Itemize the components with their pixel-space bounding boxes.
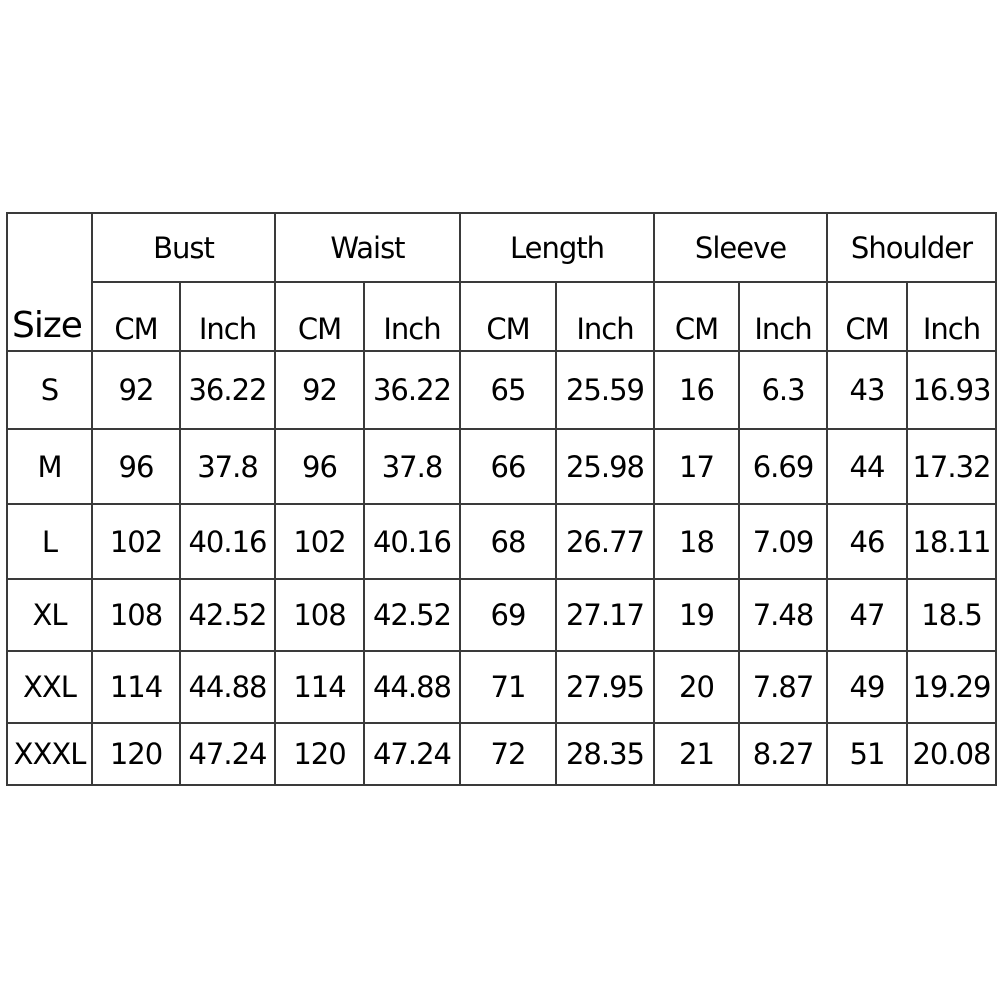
table-cell: 18.5	[906, 578, 997, 652]
table-cell: 16.93	[906, 350, 997, 430]
table-cell: 102	[274, 503, 365, 580]
table-cell: 6.3	[738, 350, 828, 430]
table-cell: 42.52	[179, 578, 276, 652]
table-row: XXL 114 44.88 114 44.88 71 27.95 20 7.87 49 19.29	[6, 650, 997, 724]
table-cell: 44	[826, 428, 908, 505]
table-cell: 96	[91, 428, 181, 505]
table-cell: 47.24	[179, 722, 276, 786]
table-cell: 28.35	[555, 722, 655, 786]
table-cell: 7.87	[738, 650, 828, 724]
table-cell: 27.95	[555, 650, 655, 724]
table-cell: 66	[459, 428, 557, 505]
table-cell: 25.59	[555, 350, 655, 430]
unit-header-inch: Inch	[179, 281, 276, 352]
table-cell: 26.77	[555, 503, 655, 580]
table-cell: 96	[274, 428, 365, 505]
table-cell: 114	[274, 650, 365, 724]
table-cell: 27.17	[555, 578, 655, 652]
table-cell: 8.27	[738, 722, 828, 786]
table-cell: 19.29	[906, 650, 997, 724]
table-cell: 46	[826, 503, 908, 580]
size-chart-table: Size Bust Waist Length Sleeve Shoulder CM Inch C…	[6, 212, 997, 786]
group-header-bust: Bust	[91, 212, 276, 283]
table-cell: 17	[653, 428, 740, 505]
table-cell: 72	[459, 722, 557, 786]
size-label: XL	[6, 578, 93, 652]
unit-header-cm: CM	[274, 281, 365, 352]
table-cell: 18	[653, 503, 740, 580]
table-row: L 102 40.16 102 40.16 68 26.77 18 7.09 46 18.11	[6, 503, 997, 580]
size-label: L	[6, 503, 93, 580]
table-cell: 21	[653, 722, 740, 786]
table-cell: 44.88	[179, 650, 276, 724]
table-cell: 25.98	[555, 428, 655, 505]
table-cell: 17.32	[906, 428, 997, 505]
table-cell: 68	[459, 503, 557, 580]
table-cell: 92	[91, 350, 181, 430]
group-header-waist: Waist	[274, 212, 461, 283]
table-cell: 49	[826, 650, 908, 724]
table-cell: 6.69	[738, 428, 828, 505]
table-cell: 51	[826, 722, 908, 786]
table-cell: 44.88	[363, 650, 461, 724]
table-cell: 47.24	[363, 722, 461, 786]
table-cell: 40.16	[363, 503, 461, 580]
table-cell: 36.22	[363, 350, 461, 430]
table-cell: 7.09	[738, 503, 828, 580]
table-cell: 37.8	[179, 428, 276, 505]
header-row-groups: Size Bust Waist Length Sleeve Shoulder	[6, 212, 997, 352]
table-cell: 92	[274, 350, 365, 430]
unit-header-cm: CM	[459, 281, 557, 352]
table-cell: 18.11	[906, 503, 997, 580]
table-cell: 43	[826, 350, 908, 430]
size-column-header: Size	[6, 212, 93, 352]
table-cell: 114	[91, 650, 181, 724]
table-row: XXXL 120 47.24 120 47.24 72 28.35 21 8.27 51 20.08	[6, 722, 997, 786]
table-cell: 36.22	[179, 350, 276, 430]
table-row: S 92 36.22 92 36.22 65 25.59 16 6.3 43 16.93	[6, 350, 997, 430]
header-row-units: CM Inch CM Inch CM Inch CM Inch CM Inch	[7, 281, 997, 352]
size-label: M	[6, 428, 93, 505]
group-header-sleeve: Sleeve	[653, 212, 828, 283]
table-cell: 40.16	[179, 503, 276, 580]
table-cell: 71	[459, 650, 557, 724]
unit-header-cm: CM	[653, 281, 740, 352]
table-cell: 42.52	[363, 578, 461, 652]
table-cell: 47	[826, 578, 908, 652]
table-cell: 65	[459, 350, 557, 430]
unit-header-inch: Inch	[738, 281, 828, 352]
table-cell: 108	[274, 578, 365, 652]
unit-header-inch: Inch	[555, 281, 655, 352]
table-row: XL 108 42.52 108 42.52 69 27.17 19 7.48 47 18.5	[6, 578, 997, 652]
table-cell: 37.8	[363, 428, 461, 505]
size-label: XXL	[6, 650, 93, 724]
table-cell: 16	[653, 350, 740, 430]
unit-header-cm: CM	[91, 281, 181, 352]
table-cell: 19	[653, 578, 740, 652]
table-cell: 69	[459, 578, 557, 652]
table-cell: 120	[274, 722, 365, 786]
unit-header-inch: Inch	[906, 281, 997, 352]
size-label: XXXL	[6, 722, 93, 786]
unit-header-cm: CM	[826, 281, 908, 352]
table-cell: 20.08	[906, 722, 997, 786]
size-label: S	[6, 350, 93, 430]
table-row: M 96 37.8 96 37.8 66 25.98 17 6.69 44 17.32	[6, 428, 997, 505]
group-header-shoulder: Shoulder	[826, 212, 997, 283]
unit-header-inch: Inch	[363, 281, 461, 352]
group-header-length: Length	[459, 212, 655, 283]
table-cell: 108	[91, 578, 181, 652]
table-cell: 20	[653, 650, 740, 724]
table-cell: 120	[91, 722, 181, 786]
table-cell: 102	[91, 503, 181, 580]
table-cell: 7.48	[738, 578, 828, 652]
